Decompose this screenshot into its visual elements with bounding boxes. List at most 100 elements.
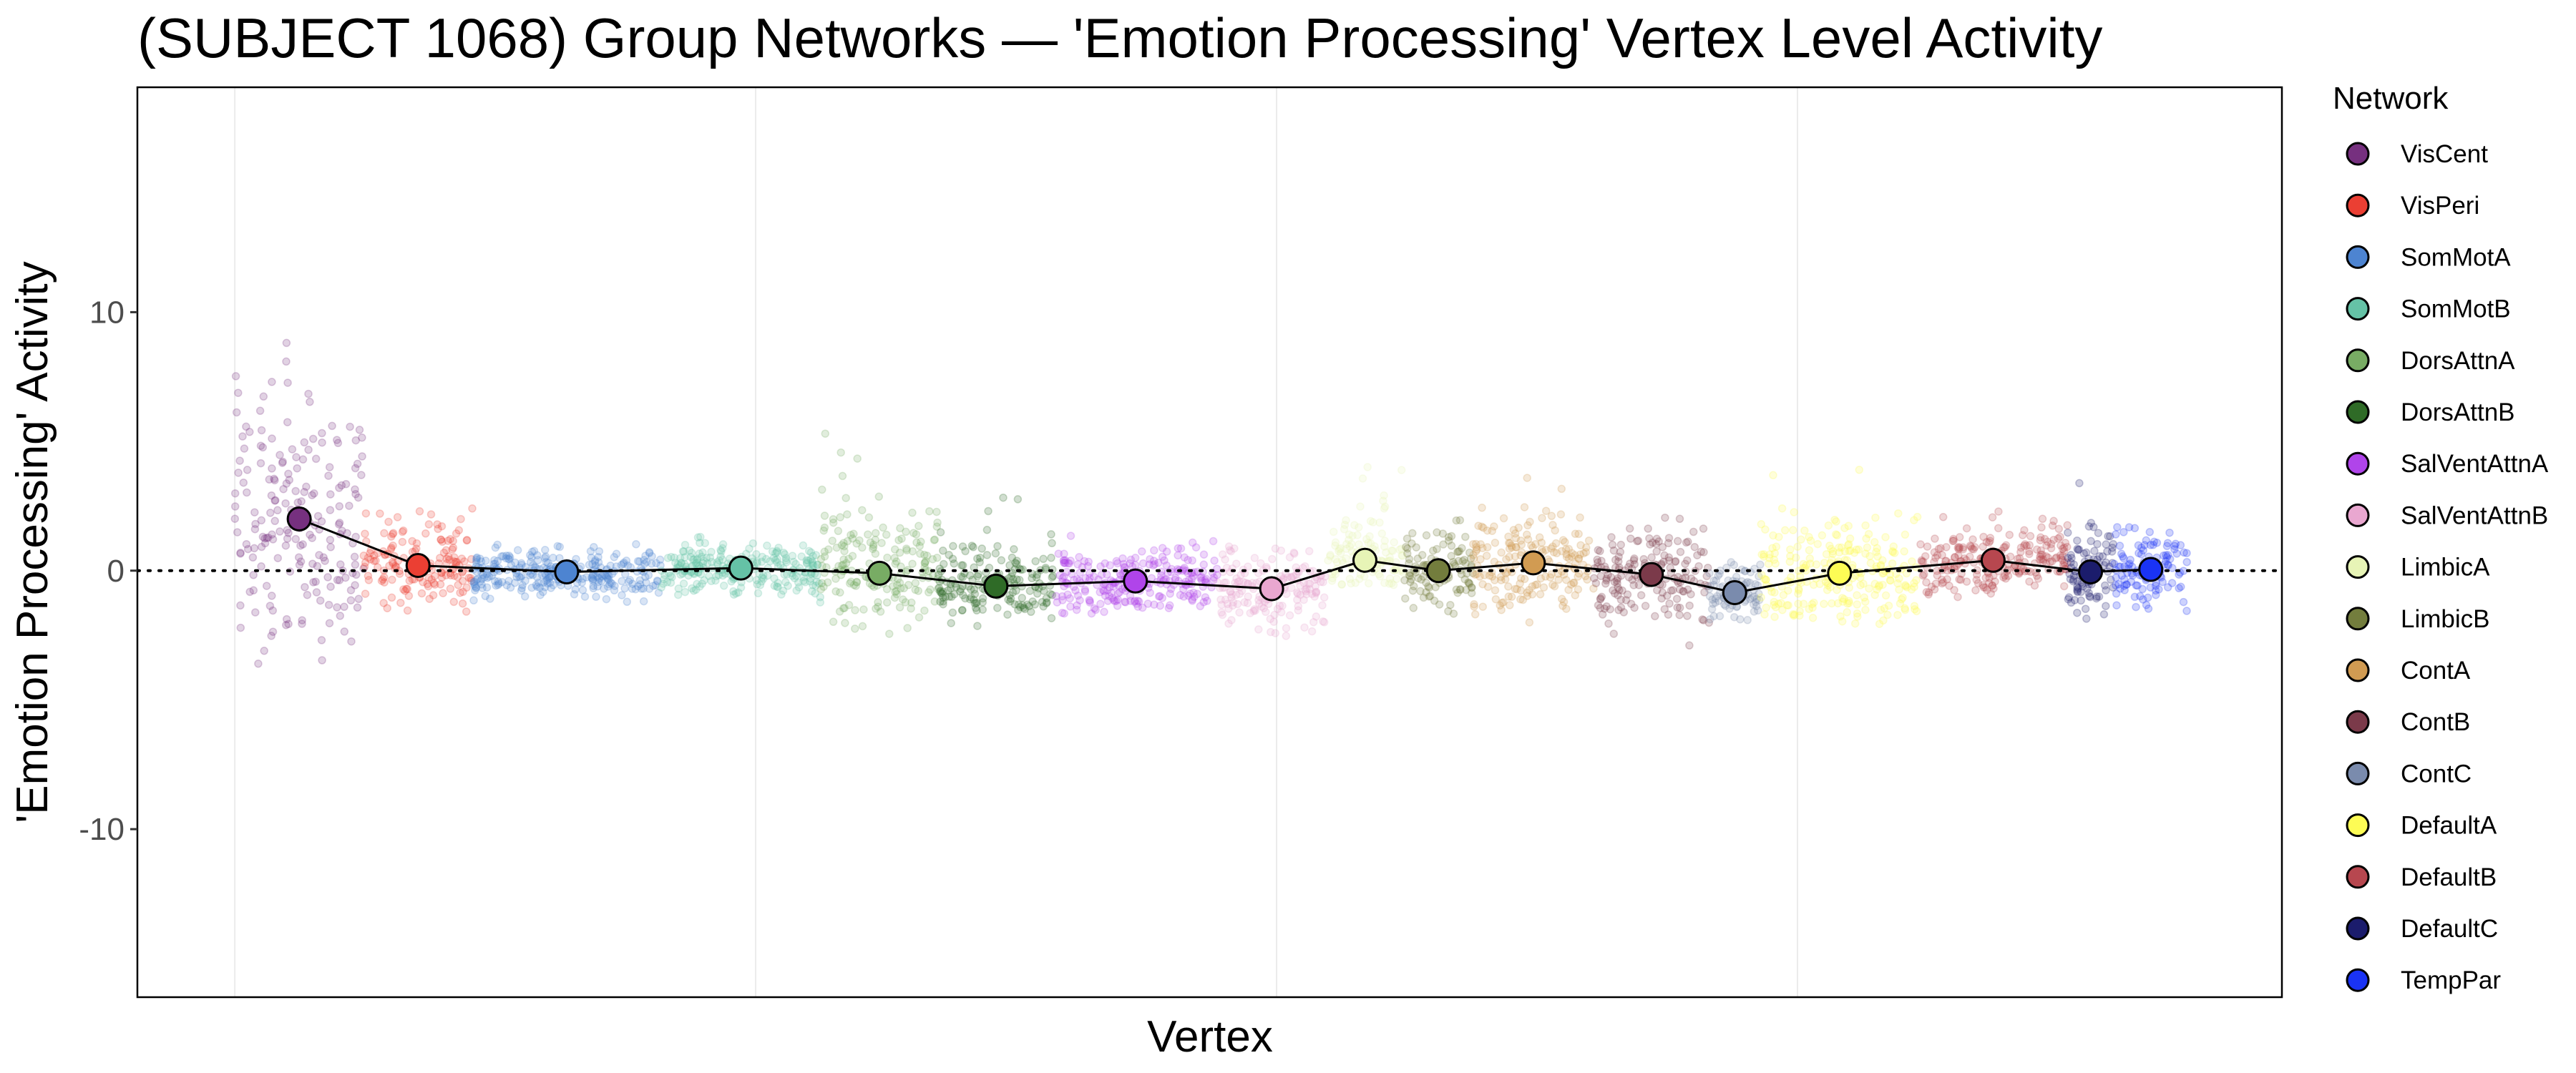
vertex-point xyxy=(623,597,632,607)
vertex-point xyxy=(1146,554,1154,564)
vertex-point xyxy=(1006,594,1015,603)
vertex-point xyxy=(1795,586,1803,595)
vertex-point xyxy=(1403,544,1412,553)
vertex-point xyxy=(645,549,654,557)
vertex-point xyxy=(1721,602,1730,610)
vertex-point xyxy=(696,539,704,547)
vertex-point xyxy=(602,594,611,604)
vertex-point xyxy=(288,445,297,454)
vertex-point xyxy=(2145,528,2155,536)
vertex-point xyxy=(1507,592,1516,602)
vertex-point xyxy=(347,637,356,646)
vertex-point xyxy=(806,548,816,557)
vertex-point xyxy=(532,581,541,589)
y-tick-label: 0 xyxy=(107,554,125,589)
vertex-point xyxy=(1100,587,1108,596)
vertex-point xyxy=(279,484,288,494)
vertex-point xyxy=(782,558,791,567)
vertex-point xyxy=(393,513,402,521)
vertex-point xyxy=(1337,580,1346,589)
vertex-point xyxy=(1490,522,1498,531)
vertex-point xyxy=(1213,571,1221,579)
vertex-point xyxy=(1405,569,1415,577)
vertex-point xyxy=(236,623,245,632)
vertex-point xyxy=(1498,598,1506,607)
vertex-point xyxy=(1614,606,1623,614)
vertex-point xyxy=(1602,602,1611,611)
vertex-point xyxy=(1809,580,1818,589)
vertex-point xyxy=(335,502,344,511)
vertex-point xyxy=(1823,581,1833,589)
vertex-point xyxy=(240,444,249,453)
vertex-point xyxy=(457,514,465,524)
vertex-point xyxy=(1769,471,1777,480)
vertex-point xyxy=(851,606,859,614)
vertex-point xyxy=(1061,556,1070,565)
vertex-point xyxy=(2143,593,2152,602)
vertex-point xyxy=(351,485,359,494)
vertex-point xyxy=(811,551,821,559)
vertex-point xyxy=(1465,548,1474,557)
vertex-point xyxy=(458,577,467,585)
vertex-point xyxy=(433,520,441,529)
vertex-point xyxy=(264,533,273,542)
vertex-point xyxy=(859,605,868,614)
vertex-point xyxy=(1231,590,1241,599)
vertex-point xyxy=(319,553,328,562)
vertex-point xyxy=(1458,544,1466,553)
vertex-point xyxy=(1548,542,1557,551)
vertex-point xyxy=(1130,597,1139,606)
vertex-point xyxy=(492,581,500,590)
vertex-point xyxy=(819,526,828,535)
vertex-point xyxy=(659,575,668,584)
vertex-point xyxy=(1813,539,1823,549)
vertex-point xyxy=(680,560,689,569)
vertex-point xyxy=(950,589,959,599)
vertex-point xyxy=(1091,605,1100,614)
vertex-point xyxy=(1405,571,1414,580)
vertex-point xyxy=(2075,479,2084,488)
vertex-point xyxy=(1491,576,1499,584)
vertex-point xyxy=(1501,569,1511,578)
vertex-point xyxy=(1365,531,1374,541)
vertex-point xyxy=(1507,542,1516,550)
vertex-point xyxy=(2073,544,2082,553)
vertex-point xyxy=(1311,582,1320,591)
vertex-point xyxy=(1424,582,1433,591)
vertex-point xyxy=(1784,586,1792,595)
vertex-point xyxy=(494,580,502,589)
vertex-point xyxy=(809,561,818,570)
vertex-point xyxy=(1331,555,1340,564)
vertex-point xyxy=(1012,587,1020,595)
vertex-point xyxy=(625,576,635,584)
vertex-point xyxy=(818,562,826,570)
vertex-point xyxy=(268,606,278,615)
vertex-point xyxy=(1113,602,1122,610)
vertex-point xyxy=(920,559,930,567)
vertex-point xyxy=(936,587,945,597)
vertex-point xyxy=(855,536,864,545)
vertex-point xyxy=(718,555,727,564)
vertex-point xyxy=(1576,541,1585,549)
legend-swatch xyxy=(2346,297,2370,321)
vertex-point xyxy=(1988,513,1997,521)
vertex-point xyxy=(696,582,704,591)
vertex-point xyxy=(304,389,313,398)
vertex-point xyxy=(317,517,326,526)
vertex-point xyxy=(335,576,344,584)
vertex-point xyxy=(1023,600,1032,609)
vertex-point xyxy=(904,581,913,589)
vertex-point xyxy=(773,548,781,557)
vertex-point xyxy=(2119,554,2128,563)
vertex-point xyxy=(572,554,580,564)
vertex-point xyxy=(1962,524,1971,533)
vertex-point xyxy=(1105,592,1113,600)
vertex-point xyxy=(318,656,326,665)
vertex-point xyxy=(366,555,375,564)
vertex-point xyxy=(848,552,857,560)
vertex-point xyxy=(230,489,240,498)
vertex-point xyxy=(1845,547,1854,556)
vertex-point xyxy=(882,530,891,539)
vertex-point xyxy=(1660,604,1669,614)
vertex-point xyxy=(1113,595,1123,604)
